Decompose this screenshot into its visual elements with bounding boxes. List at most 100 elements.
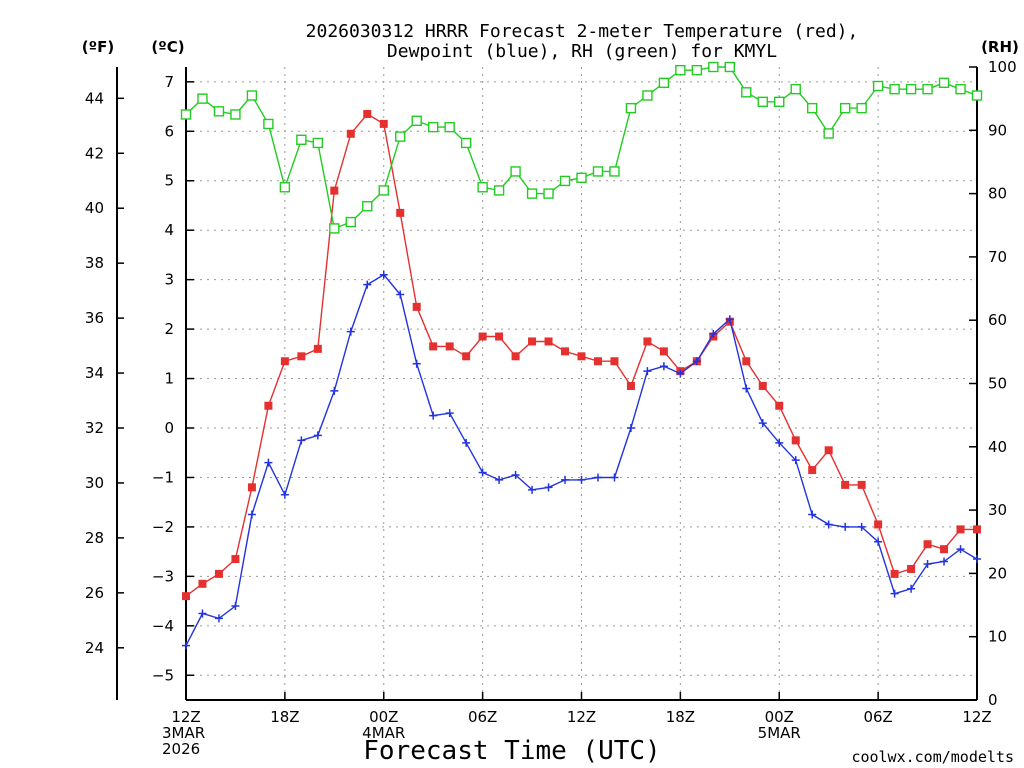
dewpoint-point-33 (725, 315, 734, 324)
temperature-point-7 (297, 352, 306, 361)
dewpoint-point-18 (478, 468, 487, 477)
tick-label-f-28: 28 (85, 529, 104, 547)
series-layer (180, 61, 983, 650)
dewpoint-point-21 (528, 485, 537, 494)
dewpoint-point-36 (775, 438, 784, 447)
tick-label-c--2: −2 (152, 518, 174, 536)
dewpoint-point-40 (841, 522, 850, 531)
rh-point-41 (856, 102, 867, 114)
tick-label-c--1: −1 (152, 468, 174, 486)
tick-label-f-36: 36 (85, 309, 104, 327)
title-line-2: Dewpoint (blue), RH (green) for KMYL (387, 41, 777, 62)
rh-point-21 (526, 188, 538, 199)
temperature-point-19 (495, 332, 504, 341)
rh-point-19 (493, 185, 505, 196)
rh-point-48 (971, 90, 983, 101)
temperature-point-27 (626, 381, 635, 390)
temperature-point-48 (973, 525, 981, 534)
dewpoint-point-47 (956, 545, 965, 554)
celsius-unit-label: (ºC) (151, 38, 184, 56)
rh-point-37 (790, 83, 801, 95)
rh-point-32 (708, 61, 719, 73)
dewpoint-point-5 (264, 458, 273, 467)
temperature-point-13 (396, 208, 405, 217)
tick-label-c-2: 2 (164, 320, 174, 338)
dewpoint-point-2 (214, 614, 223, 623)
rh-point-40 (839, 102, 851, 114)
rh-point-23 (559, 175, 571, 187)
temperature-point-28 (643, 337, 652, 346)
temperature-point-35 (758, 381, 767, 390)
dewpoint-point-17 (462, 438, 471, 447)
dewpoint-point-27 (626, 424, 635, 433)
temperature-point-6 (280, 357, 289, 366)
temperature-point-26 (610, 357, 619, 366)
tick-label-x-1-0: 18Z (270, 708, 299, 726)
tick-label-x-4-0: 12Z (567, 708, 596, 726)
tick-label-c-5: 5 (164, 172, 174, 190)
tick-label-x-6-0: 00Z (765, 708, 794, 726)
dewpoint-point-42 (874, 537, 883, 546)
tick-label-x-7-0: 06Z (863, 708, 892, 726)
rh-point-6 (279, 182, 291, 193)
temperature-point-38 (808, 466, 817, 475)
temperature-point-4 (247, 483, 256, 492)
temperature-point-41 (857, 480, 866, 489)
rh-axis: 0 10 20 30 40 50 60 70 80 90 100 (969, 58, 1017, 709)
rh-point-30 (675, 64, 686, 76)
rh-point-22 (543, 188, 554, 199)
temperature-point-24 (577, 352, 586, 361)
rh-point-0 (180, 109, 192, 120)
tick-label-f-24: 24 (85, 639, 104, 657)
rh-point-33 (724, 61, 736, 73)
grid-lines (186, 67, 977, 700)
dewpoint-point-3 (231, 602, 240, 611)
tick-label-c-1: 1 (164, 370, 174, 388)
temperature-point-23 (561, 347, 570, 356)
rh-point-47 (955, 83, 966, 95)
tick-label-x-2-1: 4MAR (362, 724, 405, 742)
dewpoint-point-20 (511, 470, 520, 479)
temperature-point-16 (445, 342, 454, 351)
temperature-point-0 (182, 592, 190, 601)
tick-label-rh-0: 0 (988, 691, 998, 709)
tick-label-f-32: 32 (85, 419, 104, 437)
temperature-point-43 (890, 569, 899, 578)
dewpoint-point-0 (182, 641, 190, 650)
rh-point-26 (609, 166, 620, 177)
temperature-point-22 (544, 337, 553, 346)
rh-point-24 (576, 172, 587, 183)
rh-point-9 (329, 223, 340, 234)
temperature-point-8 (313, 344, 322, 353)
dewpoint-point-44 (907, 584, 916, 593)
tick-label-rh-90: 90 (988, 121, 1007, 139)
dewpoint-point-12 (379, 270, 388, 279)
temperature-point-15 (429, 342, 438, 351)
rh-point-29 (658, 77, 670, 89)
dewpoint-point-9 (330, 386, 339, 395)
temperature-point-12 (379, 119, 388, 128)
rh-point-11 (362, 201, 373, 212)
temperature-point-17 (462, 352, 471, 361)
dewpoint-point-13 (396, 290, 405, 299)
rh-point-27 (625, 102, 637, 114)
rh-line (185, 66, 978, 230)
rh-point-44 (905, 83, 917, 95)
dewpoint-point-30 (676, 369, 685, 378)
tick-label-c--4: −4 (152, 617, 174, 635)
temperature-point-39 (824, 446, 833, 455)
dewpoint-point-1 (198, 609, 207, 618)
rh-point-12 (378, 185, 389, 196)
dewpoint-point-10 (346, 327, 355, 336)
dewpoint-point-11 (363, 280, 372, 289)
tick-label-rh-70: 70 (988, 248, 1007, 266)
rh-point-45 (922, 83, 933, 95)
dewpoint-point-25 (593, 473, 602, 482)
dewpoint-point-39 (824, 520, 833, 529)
dewpoint-point-6 (280, 490, 289, 499)
tick-label-rh-50: 50 (988, 375, 1007, 393)
dewpoint-point-26 (610, 473, 619, 482)
dewpoint-point-8 (313, 431, 322, 440)
rh-point-46 (938, 77, 950, 89)
rh-point-17 (460, 137, 472, 149)
